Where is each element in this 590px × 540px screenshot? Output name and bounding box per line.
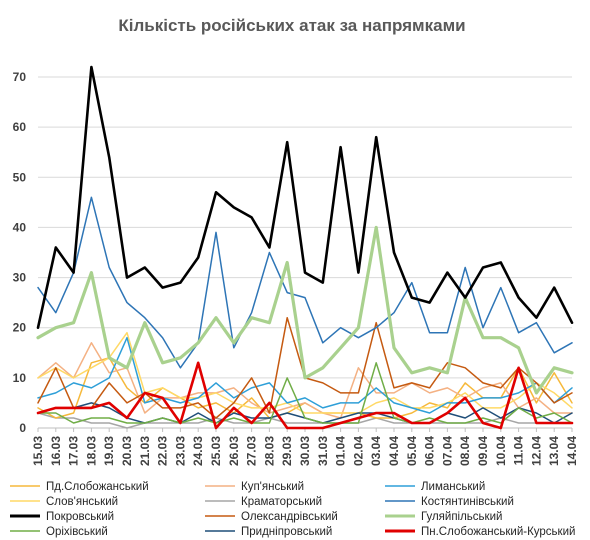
x-tick-label: 19.03 (102, 436, 116, 466)
x-tick-label: 26.03 (227, 436, 241, 466)
legend-label: Оріхівський (46, 526, 108, 538)
y-tick-label: 10 (13, 371, 27, 385)
y-tick-label: 30 (13, 271, 27, 285)
y-tick-label: 60 (13, 120, 27, 134)
legend: Пд.Слобожанський Куп'янський Лиманський Сло… (10, 481, 575, 538)
x-tick-label: 14.04 (565, 436, 579, 466)
x-tick-label: 11.04 (512, 436, 526, 466)
legend-label: Костянтинівський (421, 496, 514, 508)
series-line-3 (37, 336, 573, 414)
legend-label: Пн.Слобожанський-Курський (421, 526, 575, 538)
x-tick-label: 16.03 (49, 436, 63, 466)
x-tick-label: 25.03 (209, 436, 223, 466)
series-line-2 (37, 342, 573, 419)
series-line-12 (36, 361, 574, 430)
legend-label: Краматорський (241, 496, 322, 508)
x-tick-label: 29.03 (280, 436, 294, 466)
legend-label: Придніпровський (241, 526, 332, 538)
y-axis-ticks: 0 10 20 30 40 50 60 70 (13, 70, 27, 435)
x-tick-label: 30.03 (298, 436, 312, 466)
x-tick-label: 04.04 (387, 436, 401, 466)
x-tick-label: 07.04 (440, 436, 454, 466)
series-lines (36, 65, 574, 430)
x-tick-label: 20.03 (120, 436, 134, 466)
x-tick-label: 08.04 (458, 436, 472, 466)
x-tick-label: 03.04 (369, 436, 383, 466)
y-tick-label: 20 (13, 321, 27, 335)
legend-label: Слов'янський (46, 496, 118, 508)
x-tick-label: 06.04 (423, 436, 437, 466)
y-tick-label: 40 (13, 220, 27, 234)
x-tick-label: 24.03 (191, 436, 205, 466)
y-tick-label: 50 (13, 170, 27, 184)
x-tick-label: 23.03 (173, 436, 187, 466)
legend-label: Куп'янський (241, 481, 304, 493)
legend-label: Покровський (46, 511, 114, 523)
x-tick-label: 15.03 (31, 436, 45, 466)
legend-label: Пд.Слобожанський (46, 481, 149, 493)
x-tick-label: 27.03 (245, 436, 259, 466)
x-tick-label: 01.04 (334, 436, 348, 466)
series-line-6 (37, 196, 573, 369)
y-tick-label: 0 (19, 421, 26, 435)
x-tick-label: 13.04 (547, 436, 561, 466)
y-tick-label: 70 (13, 70, 27, 84)
x-tick-label: 28.03 (262, 436, 276, 466)
legend-label: Гуляйпільський (421, 511, 502, 523)
x-tick-label: 22.03 (156, 436, 170, 466)
legend-label: Лиманський (421, 481, 485, 493)
legend-label: Олександрівський (241, 511, 338, 523)
series-line-9 (36, 225, 574, 395)
x-tick-label: 09.04 (476, 436, 490, 466)
chart-title: Кількість російських атак за напрямками (118, 16, 465, 35)
x-tick-label: 17.03 (67, 436, 81, 466)
x-axis-ticks: 15.03 16.03 17.03 18.03 19.03 20.03 21.03 22.03… (31, 428, 579, 466)
x-tick-label: 21.03 (138, 436, 152, 466)
x-tick-label: 18.03 (84, 436, 98, 466)
x-tick-label: 10.04 (494, 436, 508, 466)
x-tick-label: 02.04 (351, 436, 365, 466)
series-line-10 (37, 362, 573, 424)
x-tick-label: 12.04 (529, 436, 543, 466)
x-tick-label: 05.04 (405, 436, 419, 466)
x-tick-label: 31.03 (316, 436, 330, 466)
series-line-7 (36, 65, 574, 330)
